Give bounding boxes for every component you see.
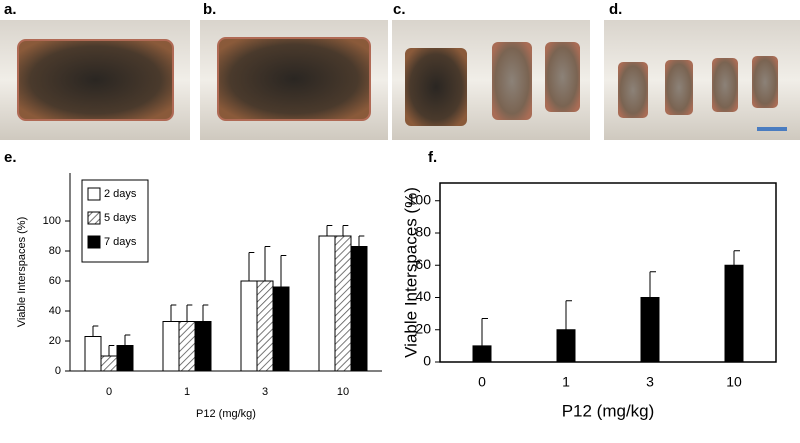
x-tick-label: 0 xyxy=(478,374,486,390)
error-bar xyxy=(565,300,572,330)
y-axis-label: Viable Interspaces (%) xyxy=(16,217,28,327)
y-tick-label: 0 xyxy=(423,353,431,369)
bar xyxy=(84,336,102,372)
legend-swatch xyxy=(87,187,101,201)
error-bar xyxy=(108,345,115,356)
error-bar xyxy=(649,271,656,298)
bar xyxy=(162,321,180,372)
panel-label: f. xyxy=(428,149,437,166)
error-bar xyxy=(280,255,287,287)
bar xyxy=(100,355,118,372)
x-tick-label: 1 xyxy=(184,386,190,398)
y-axis-label: Viable Interspaces (%) xyxy=(401,187,420,358)
error-bar xyxy=(248,252,255,281)
chart: f. 0 20 40 60 80 100 0 1 3 10 P12 (mg/kg) Viable Int… xyxy=(401,149,777,420)
legend-label: 5 days xyxy=(104,212,137,224)
bar xyxy=(556,329,576,363)
error-bar xyxy=(202,304,209,322)
axes xyxy=(69,173,382,372)
legend-label: 2 days xyxy=(104,188,137,200)
bar xyxy=(640,296,660,363)
photo-b xyxy=(200,20,388,140)
error-bar xyxy=(186,304,193,322)
error-bar xyxy=(264,246,271,281)
photo-d xyxy=(604,20,800,140)
bar xyxy=(318,235,336,372)
y-tick-label: 100 xyxy=(43,215,61,227)
y-tick-label: 40 xyxy=(49,305,61,317)
legend-swatch xyxy=(87,211,101,225)
x-tick-label: 10 xyxy=(337,386,349,398)
y-tick-label: 0 xyxy=(55,365,61,377)
x-tick-label: 10 xyxy=(726,374,742,390)
y-tick-label: 60 xyxy=(49,275,61,287)
y-tick-label: 80 xyxy=(49,245,61,257)
plot-frame xyxy=(439,182,777,363)
bar xyxy=(724,264,744,363)
x-tick-label: 0 xyxy=(106,386,112,398)
photo-c xyxy=(392,20,590,140)
x-axis-label: P12 (mg/kg) xyxy=(196,408,256,420)
bar xyxy=(334,235,352,372)
bar xyxy=(350,246,368,372)
error-bar xyxy=(92,325,99,337)
panel-label: b. xyxy=(203,1,216,18)
error-bar xyxy=(326,225,333,236)
y-tick-label: 40 xyxy=(415,288,431,304)
y-tick-label: 20 xyxy=(415,320,431,336)
panel-label: d. xyxy=(609,1,622,18)
legend-label: 7 days xyxy=(104,236,137,248)
error-bar xyxy=(170,304,177,322)
bar xyxy=(240,280,258,372)
bar xyxy=(194,321,212,372)
legend-swatch xyxy=(87,235,101,249)
y-tick-label: 80 xyxy=(415,224,431,240)
chart: e. 0 20 40 60 80 100 0 1 3 10 P12 (mg/kg) Viable Int… xyxy=(4,149,382,420)
bar xyxy=(272,286,290,372)
x-tick-label: 1 xyxy=(562,374,570,390)
error-bar xyxy=(481,317,488,346)
panel-label: e. xyxy=(4,149,17,166)
x-tick-label: 3 xyxy=(262,386,268,398)
y-tick-label: 100 xyxy=(408,191,432,207)
panel-label: a. xyxy=(4,1,17,18)
bar xyxy=(178,321,196,372)
photo-a xyxy=(0,20,190,140)
bar xyxy=(256,280,274,372)
x-axis-label: P12 (mg/kg) xyxy=(562,401,655,420)
bar xyxy=(116,345,134,372)
x-tick-label: 3 xyxy=(646,374,654,390)
y-tick-label: 60 xyxy=(415,256,431,272)
error-bar xyxy=(342,225,349,236)
bar xyxy=(472,345,492,363)
panel-label: c. xyxy=(393,1,406,18)
error-bar xyxy=(733,250,740,266)
error-bar xyxy=(358,235,365,247)
y-tick-label: 20 xyxy=(49,335,61,347)
error-bar xyxy=(124,334,131,346)
